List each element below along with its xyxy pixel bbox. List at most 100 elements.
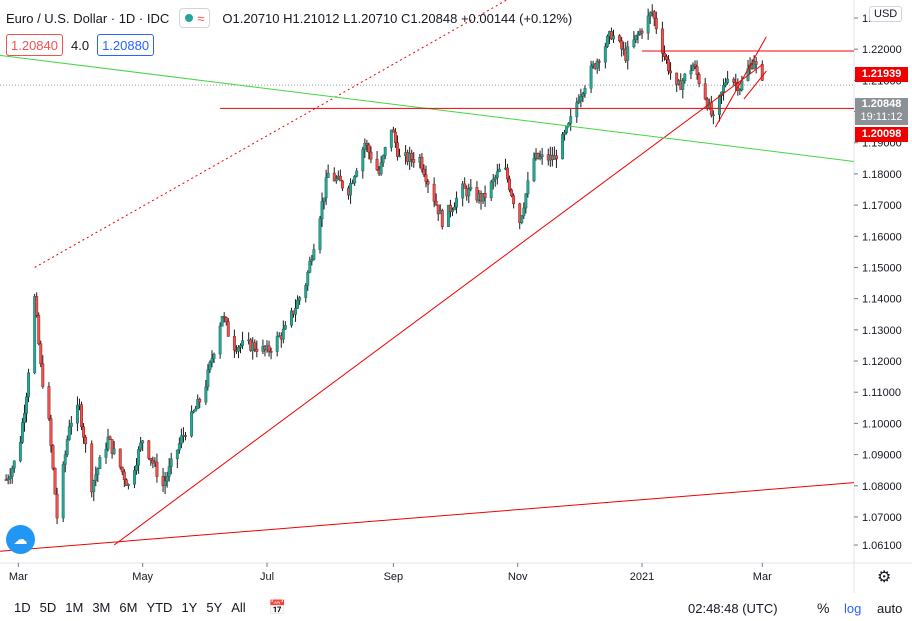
range-all[interactable]: All — [231, 599, 246, 615]
candle-up — [595, 60, 599, 69]
price-axis[interactable]: 1.06100 1.07000 1.08000 1.09000 1.10000 1.110… — [854, 13, 902, 552]
candle-down — [338, 175, 342, 182]
candle-down — [440, 210, 444, 227]
candle-up — [27, 372, 30, 398]
candle-down — [448, 204, 452, 212]
candle-up — [63, 454, 67, 465]
range-5y[interactable]: 5Y — [206, 599, 223, 615]
candle-up — [320, 201, 324, 219]
trendline-6[interactable] — [714, 36, 767, 128]
auto-toggle[interactable]: auto — [877, 601, 903, 616]
candle-down — [669, 70, 673, 74]
candle-up — [290, 310, 293, 326]
candle-down — [82, 426, 86, 438]
candle-down — [155, 461, 159, 477]
candle-up — [133, 470, 136, 485]
candle-up — [139, 442, 143, 450]
x-tick-label: Jul — [260, 571, 274, 583]
candle-down — [432, 183, 436, 202]
candle-down — [122, 471, 126, 481]
support-price-tag: 1.20098 — [855, 127, 908, 142]
candle-down — [37, 315, 41, 345]
candle-up — [467, 188, 471, 197]
range-5d[interactable]: 5D — [39, 599, 57, 615]
candle-up — [135, 464, 139, 471]
candle-down — [667, 59, 670, 72]
candle-down — [224, 317, 228, 322]
candle-up — [561, 134, 564, 160]
candle-up — [579, 96, 583, 102]
candle-down — [253, 342, 257, 350]
candle-down — [652, 11, 656, 19]
trendline-0[interactable] — [0, 482, 855, 552]
range-1y[interactable]: 1Y — [181, 599, 198, 615]
candle-down — [395, 142, 399, 157]
trendlines-layer[interactable] — [0, 0, 855, 552]
range-1d[interactable]: 1D — [14, 599, 31, 615]
utc-clock[interactable]: 02:48:48 (UTC) — [688, 601, 778, 616]
symbol-title[interactable]: Euro / U.S. Dollar · 1D · IDC — [6, 10, 170, 26]
candle-down — [703, 83, 707, 100]
market-status-pill[interactable]: ≈ — [179, 8, 211, 28]
candle-up — [298, 297, 302, 301]
candle-up — [163, 480, 167, 487]
candle-up — [20, 422, 24, 443]
candle-up — [636, 34, 640, 36]
calendar-goto-icon[interactable]: 📅 — [268, 598, 287, 615]
candle-up — [683, 73, 687, 81]
candle-up — [646, 15, 650, 34]
candle-up — [106, 436, 110, 450]
candle-down — [618, 35, 622, 42]
range-1m[interactable]: 1M — [65, 599, 84, 615]
bar-countdown: 19:11:12 — [860, 111, 903, 123]
chart-header: Euro / U.S. Dollar · 1D · IDC ≈ O1.20710… — [6, 8, 572, 28]
candle-up — [137, 449, 141, 466]
ohlc-values: O1.20710 H1.21012 L1.20710 C1.20848 +0.0… — [222, 10, 573, 26]
buy-button[interactable]: 1.20880 — [97, 34, 155, 56]
candle-up — [165, 476, 169, 482]
range-6m[interactable]: 6M — [119, 599, 138, 615]
candle-up — [241, 340, 244, 346]
x-tick-label: Mar — [753, 571, 772, 583]
candle-up — [141, 440, 145, 444]
range-ytd[interactable]: YTD — [146, 599, 173, 615]
candle-down — [675, 72, 679, 85]
candle-up — [589, 65, 593, 89]
candle-up — [304, 285, 308, 298]
candle-down — [232, 336, 236, 351]
time-axis[interactable]: Mar May Jul Sep Nov 2021 Mar — [9, 563, 772, 583]
candle-down — [597, 60, 601, 63]
candle-down — [151, 459, 155, 464]
currency-button[interactable]: USD — [869, 6, 903, 22]
candle-up — [389, 129, 393, 148]
candle-up — [361, 149, 365, 172]
trendline-7[interactable] — [743, 70, 767, 100]
candle-down — [424, 174, 428, 182]
candle-up — [491, 178, 495, 183]
candle-up — [167, 466, 171, 477]
log-toggle[interactable]: log — [844, 601, 862, 616]
candle-up — [194, 408, 198, 412]
y-tick-label: 1.09000 — [862, 450, 902, 462]
tradingview-logo-icon[interactable]: ☁ — [6, 525, 35, 554]
candle-up — [61, 464, 65, 519]
trendline-2[interactable] — [34, 0, 640, 268]
sell-button[interactable]: 1.20840 — [6, 34, 63, 56]
candle-down — [267, 345, 271, 352]
candle-up — [283, 325, 287, 330]
trendline-1[interactable] — [113, 64, 763, 546]
candle-down — [110, 439, 114, 454]
percent-toggle[interactable]: % — [817, 600, 830, 616]
candle-up — [12, 460, 16, 469]
candle-down — [90, 443, 94, 493]
candle-up — [522, 207, 526, 217]
candle-down — [184, 435, 187, 437]
price-chart[interactable]: 1.06100 1.07000 1.08000 1.09000 1.10000 1.110… — [0, 0, 912, 593]
candle-down — [124, 479, 128, 486]
gear-icon[interactable]: ⚙ — [877, 569, 892, 586]
candle-up — [351, 182, 355, 185]
range-3m[interactable]: 3M — [92, 599, 111, 615]
candle-down — [80, 404, 83, 427]
candle-up — [689, 70, 693, 75]
candles-layer — [4, 4, 764, 525]
